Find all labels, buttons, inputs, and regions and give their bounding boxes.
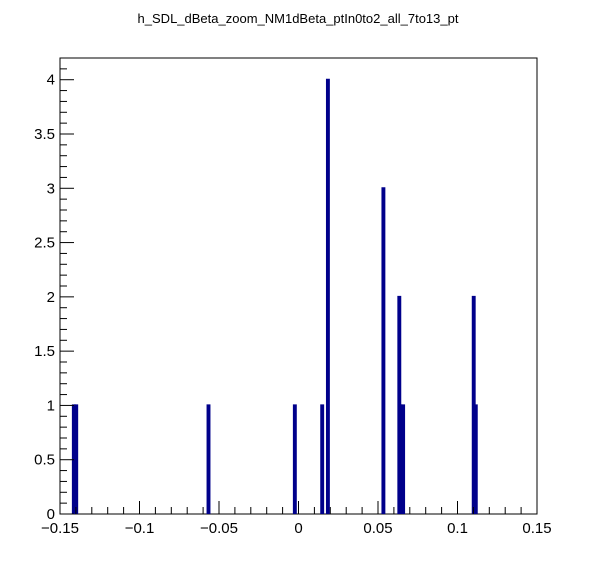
- y-tick-label: 2: [47, 289, 55, 306]
- histogram-bar: [382, 188, 384, 514]
- histogram-bar: [321, 405, 323, 514]
- y-tick-label: 3.5: [34, 126, 55, 143]
- y-tick-label: 4: [47, 72, 55, 89]
- y-tick-label: 3: [47, 180, 55, 197]
- histogram-bar: [327, 80, 329, 514]
- histogram-bar: [208, 405, 210, 514]
- x-tick-label: 0.1: [447, 520, 468, 537]
- x-tick-label: −0.1: [125, 520, 155, 537]
- histogram-bar: [399, 405, 401, 514]
- y-tick-label: 2.5: [34, 235, 55, 252]
- plot-frame: [60, 58, 537, 514]
- y-tick-label: 1: [47, 397, 55, 414]
- histogram-bar: [294, 405, 296, 514]
- x-tick-label: −0.05: [200, 520, 238, 537]
- y-tick-label: 1.5: [34, 343, 55, 360]
- bars-layer: [73, 80, 477, 514]
- histogram-bar: [475, 405, 477, 514]
- histogram-bar: [402, 405, 404, 514]
- y-axis: 0 0.5 1 1.5 2 2.5 3 3.5 4: [34, 58, 74, 523]
- x-tick-label: 0.15: [522, 520, 551, 537]
- x-tick-label: 0: [294, 520, 302, 537]
- x-tick-label: 0.05: [363, 520, 392, 537]
- y-tick-label: 0: [47, 506, 55, 523]
- histogram-bar: [75, 405, 77, 514]
- y-tick-label: 0.5: [34, 452, 55, 469]
